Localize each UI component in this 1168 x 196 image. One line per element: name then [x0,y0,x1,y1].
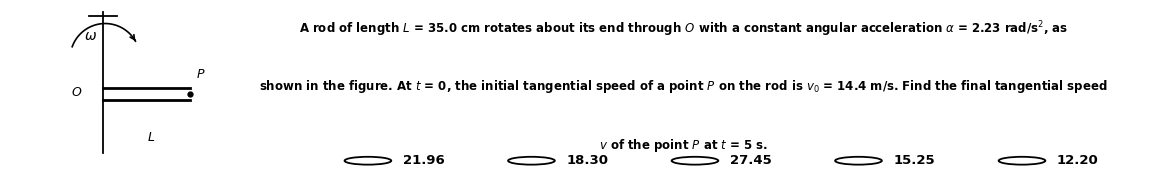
Text: $\omega$: $\omega$ [84,29,97,43]
Text: 18.30: 18.30 [566,154,609,167]
Text: $O$: $O$ [71,86,83,99]
Text: $L$: $L$ [147,131,155,144]
Text: 21.96: 21.96 [403,154,445,167]
Text: A rod of length $L$ = 35.0 cm rotates about its end through $O$ with a constant : A rod of length $L$ = 35.0 cm rotates ab… [299,20,1068,39]
Text: shown in the figure. At $t$ = 0, the initial tangential speed of a point $P$ on : shown in the figure. At $t$ = 0, the ini… [259,78,1107,95]
Text: $P$: $P$ [196,68,206,81]
Text: 12.20: 12.20 [1057,154,1099,167]
Text: 27.45: 27.45 [730,154,772,167]
Text: $v$ of the point $P$ at $t$ = 5 s.: $v$ of the point $P$ at $t$ = 5 s. [599,137,767,154]
Text: 15.25: 15.25 [894,154,936,167]
